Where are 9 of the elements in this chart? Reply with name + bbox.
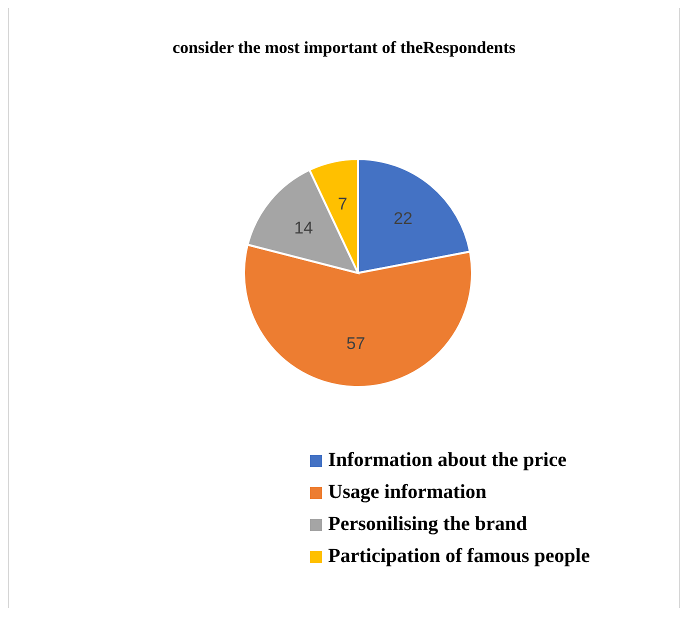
data-label: 22 [394, 209, 413, 228]
legend-label: Participation of famous people [328, 545, 590, 568]
data-label: 57 [346, 334, 366, 354]
legend-label: Personilising the brand [328, 513, 528, 536]
legend-label: Information about the price [328, 449, 566, 472]
data-label: 14 [294, 218, 313, 238]
chart-title: consider the most important of theRespondents [172, 37, 516, 59]
data-label: 7 [338, 194, 348, 214]
legend-label: Usage information [328, 481, 486, 504]
